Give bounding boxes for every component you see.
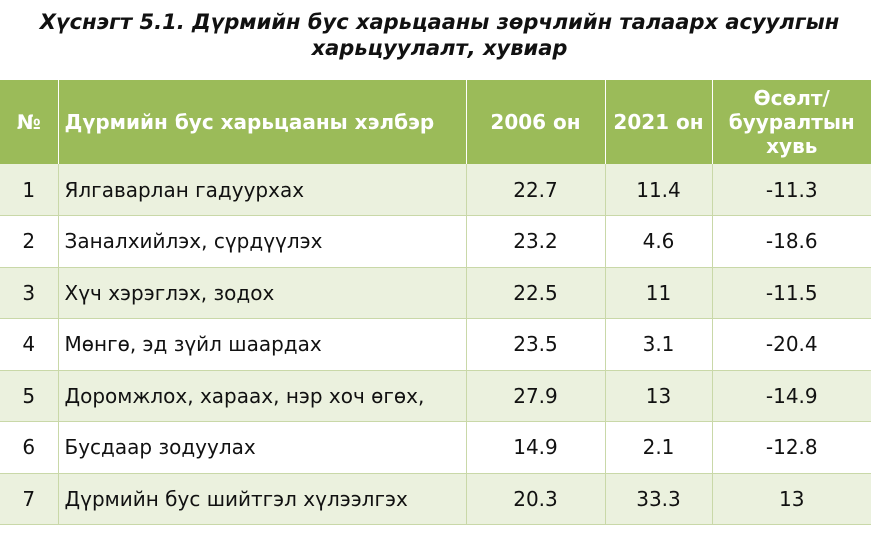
cell-change: -20.4: [712, 318, 871, 371]
header-num: №: [0, 80, 59, 164]
table-caption: Хүснэгт 5.1. Дүрмийн бус харьцааны зөрчл…: [0, 0, 879, 61]
cell-type: Дүрмийн бус шийтгэл хүлээлгэх: [58, 473, 467, 525]
table-row: 2 Заналхийлэх, сүрдүүлэх 23.2 4.6 -18.6: [0, 215, 871, 268]
header-row: № Дүрмийн бус харьцааны хэлбэр 2006 он 2…: [0, 80, 871, 164]
cell-change: -18.6: [712, 215, 871, 268]
cell-type: Бусдаар зодуулах: [58, 421, 467, 474]
cell-num: 6: [0, 421, 59, 474]
comparison-table: № Дүрмийн бус харьцааны хэлбэр 2006 он 2…: [0, 80, 871, 525]
cell-2006: 14.9: [466, 421, 606, 474]
header-change-line-2: бууралтын: [728, 110, 855, 134]
cell-type: Заналхийлэх, сүрдүүлэх: [58, 215, 467, 268]
cell-2021: 3.1: [605, 318, 713, 371]
cell-2006: 23.5: [466, 318, 606, 371]
cell-2006: 22.7: [466, 164, 606, 216]
cell-change: -14.9: [712, 370, 871, 422]
header-2021: 2021 он: [605, 80, 713, 164]
cell-2021: 2.1: [605, 421, 713, 474]
header-change-line-1: Өсөлт/: [753, 86, 830, 110]
cell-num: 1: [0, 164, 59, 216]
cell-type: Доромжлох, хараах, нэр хоч өгөх,: [58, 370, 467, 422]
cell-2021: 4.6: [605, 215, 713, 268]
cell-num: 7: [0, 473, 59, 525]
cell-change: 13: [712, 473, 871, 525]
cell-num: 4: [0, 318, 59, 371]
table-row: 7 Дүрмийн бус шийтгэл хүлээлгэх 20.3 33.…: [0, 473, 871, 525]
cell-2006: 27.9: [466, 370, 606, 422]
header-type: Дүрмийн бус харьцааны хэлбэр: [58, 80, 467, 164]
cell-type: Хүч хэрэглэх, зодох: [58, 267, 467, 319]
cell-num: 2: [0, 215, 59, 268]
cell-change: -11.3: [712, 164, 871, 216]
cell-type: Мөнгө, эд зүйл шаардах: [58, 318, 467, 371]
cell-change: -11.5: [712, 267, 871, 319]
cell-num: 5: [0, 370, 59, 422]
cell-2021: 33.3: [605, 473, 713, 525]
table-row: 3 Хүч хэрэглэх, зодох 22.5 11 -11.5: [0, 267, 871, 319]
cell-num: 3: [0, 267, 59, 319]
cell-2021: 11: [605, 267, 713, 319]
caption-line-2: харьцуулалт, хувиар: [311, 36, 568, 60]
cell-2006: 23.2: [466, 215, 606, 268]
header-2006: 2006 он: [466, 80, 606, 164]
table-row: 6 Бусдаар зодуулах 14.9 2.1 -12.8: [0, 421, 871, 474]
cell-2006: 22.5: [466, 267, 606, 319]
cell-2021: 11.4: [605, 164, 713, 216]
table-row: 1 Ялгаварлан гадуурхах 22.7 11.4 -11.3: [0, 164, 871, 216]
cell-change: -12.8: [712, 421, 871, 474]
header-change: Өсөлт/ бууралтын хувь: [712, 80, 871, 164]
cell-2021: 13: [605, 370, 713, 422]
cell-type: Ялгаварлан гадуурхах: [58, 164, 467, 216]
header-change-line-3: хувь: [766, 134, 818, 158]
table-row: 5 Доромжлох, хараах, нэр хоч өгөх, 27.9 …: [0, 370, 871, 422]
table-row: 4 Мөнгө, эд зүйл шаардах 23.5 3.1 -20.4: [0, 318, 871, 371]
caption-line-1: Хүснэгт 5.1. Дүрмийн бус харьцааны зөрчл…: [39, 10, 840, 34]
cell-2006: 20.3: [466, 473, 606, 525]
